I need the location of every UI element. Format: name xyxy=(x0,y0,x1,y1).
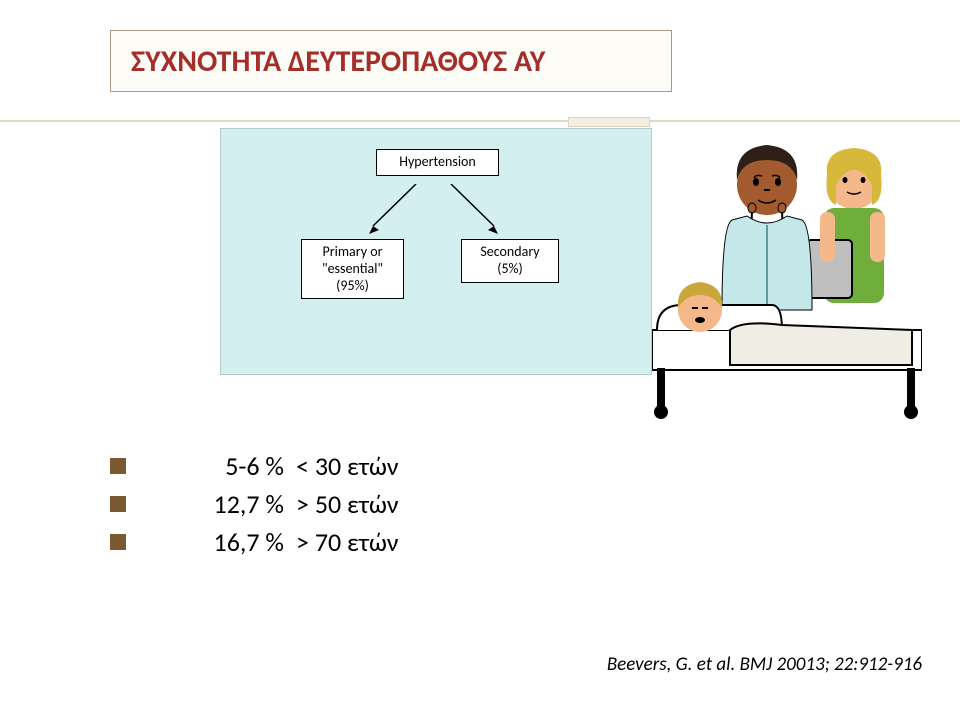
list-item: 5-6 % < 30 ετών xyxy=(110,450,399,482)
list-item: 12,7 % > 50 ετών xyxy=(110,488,399,520)
medical-illustration xyxy=(652,130,922,420)
flow-node-primary-line1: Primary or xyxy=(323,243,383,260)
horizontal-rule-accent xyxy=(568,117,650,127)
flow-node-top: Hypertension xyxy=(376,149,499,176)
bullet-pct: 12,7 % xyxy=(164,488,284,520)
bullet-icon xyxy=(110,534,126,550)
horizontal-rule xyxy=(0,120,960,122)
bullet-pct: 16,7 % xyxy=(164,526,284,558)
bullet-age: < 30 ετών xyxy=(296,450,399,482)
citation: Beevers, G. et al. BMJ 20013; 22:912-916 xyxy=(607,653,922,676)
flow-node-secondary-line2: (5%) xyxy=(497,260,523,277)
bullet-age: > 50 ετών xyxy=(296,488,399,520)
flow-node-primary: Primary or "essential" (95%) xyxy=(301,239,404,299)
bullet-icon xyxy=(110,496,126,512)
flow-node-top-label: Hypertension xyxy=(399,153,476,170)
flow-node-primary-line2: "essential" xyxy=(322,260,383,277)
list-item: 16,7 % > 70 ετών xyxy=(110,526,399,558)
bullet-pct: 5-6 % xyxy=(164,450,284,482)
bullet-icon xyxy=(110,458,126,474)
title-box: ΣΥΧΝΟΤΗΤΑ ΔΕΥΤΕΡΟΠΑΘΟΥΣ ΑΥ xyxy=(110,30,672,92)
slide-title: ΣΥΧΝΟΤΗΤΑ ΔΕΥΤΕΡΟΠΑΘΟΥΣ ΑΥ xyxy=(131,43,545,80)
flow-arrow-right xyxy=(446,184,506,234)
bullet-list: 5-6 % < 30 ετών 12,7 % > 50 ετών 16,7 % … xyxy=(110,450,399,564)
bullet-age: > 70 ετών xyxy=(296,526,399,558)
flow-node-primary-line3: (95%) xyxy=(336,277,369,294)
flowchart-panel: Hypertension Primary or "essential" (95%… xyxy=(220,128,652,375)
flow-node-secondary-line1: Secondary xyxy=(480,243,539,260)
flow-node-secondary: Secondary (5%) xyxy=(461,239,559,283)
flow-arrow-left xyxy=(361,184,421,234)
